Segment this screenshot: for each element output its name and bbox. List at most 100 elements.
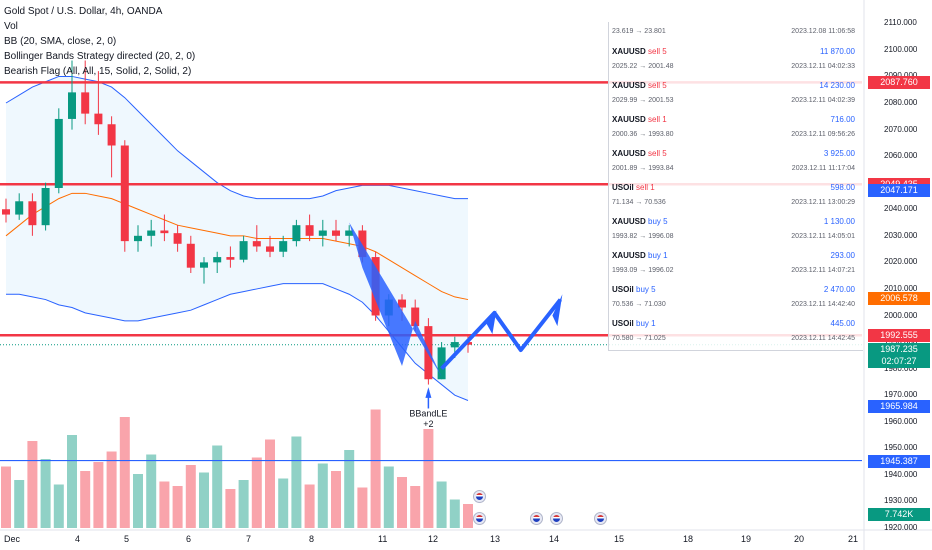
candle-body (107, 124, 116, 146)
trade-action: buy 5 (636, 285, 656, 294)
date-axis-tick: Dec (4, 534, 21, 544)
price-tag: 7.742K (868, 508, 930, 521)
trade-row[interactable]: XAUUSD sell 5 11 870.00 2025.22 → 2001.48 2… (609, 44, 863, 78)
projection-arrowhead (552, 294, 563, 327)
trade-row[interactable]: 23.619 → 23.801 2023.12.08 11:06:58 (609, 22, 863, 44)
candle-body (41, 188, 50, 226)
candle-body (15, 201, 24, 215)
trade-prices: 2000.36 → 1993.80 (612, 131, 674, 138)
trade-prices: 1993.82 → 1996.08 (612, 233, 674, 240)
volume-bar (423, 429, 434, 528)
price-tag: 02:07:27 (868, 355, 930, 369)
volume-bar (291, 436, 302, 528)
trade-time: 2023.12.11 14:07:21 (791, 267, 855, 274)
price-axis-tick: 2090.000 (884, 71, 917, 80)
volume-bar (14, 480, 25, 528)
trade-row[interactable]: USOil buy 5 2 470.00 70.536 → 71.030 2023.1… (609, 282, 863, 316)
trade-symbol: USOil buy 5 (612, 285, 656, 294)
date-axis-tick: 18 (683, 534, 694, 544)
trade-time: 2023.12.11 04:02:33 (791, 63, 855, 70)
volume-bar (212, 445, 223, 528)
trade-prices: 2025.22 → 2001.48 (612, 63, 674, 70)
candle-body (437, 347, 446, 380)
volume-bar (383, 466, 394, 528)
volume-bar (93, 462, 104, 528)
trade-prices: 70.536 → 71.030 (612, 301, 666, 308)
candle-body (450, 342, 459, 348)
volume-bar (317, 463, 328, 528)
date-axis-tick: 12 (428, 534, 439, 544)
trade-row[interactable]: USOil buy 1 445.00 70.580 → 71.025 2023.12.… (609, 316, 863, 350)
trade-action: buy 1 (636, 319, 656, 328)
economic-event-icon[interactable] (473, 490, 486, 503)
trade-row[interactable]: XAUUSD sell 5 3 925.00 2001.89 → 1993.84 20… (609, 146, 863, 180)
trade-prices: 1993.09 → 1996.02 (612, 267, 674, 274)
price-axis-tick: 1960.000 (884, 416, 918, 426)
price-axis-tick: 2010.000 (884, 283, 918, 293)
candle-body (68, 92, 76, 119)
volume-bar (119, 417, 130, 528)
volume-bar (159, 481, 170, 528)
volume-bar (199, 472, 209, 528)
date-axis-tick: 7 (246, 534, 252, 544)
trade-prices: 71.134 → 70.536 (612, 199, 666, 206)
flag-indicator-label[interactable]: Bearish Flag (All, All, 15, Solid, 2, So… (4, 66, 192, 77)
trade-action: sell 5 (648, 81, 667, 90)
volume-bar (265, 439, 275, 528)
candle-body (186, 243, 195, 268)
trade-prices: 2001.89 → 1993.84 (612, 165, 674, 172)
candle-body (2, 209, 10, 215)
economic-event-icon[interactable] (473, 512, 486, 525)
bb-indicator-label[interactable]: BB (20, SMA, close, 2, 0) (4, 36, 117, 47)
price-axis-tick: 2070.000 (884, 124, 918, 134)
trade-symbol: XAUUSD sell 1 (612, 115, 667, 124)
trade-action: sell 1 (648, 115, 667, 124)
candle-body (81, 92, 90, 114)
trade-row[interactable]: XAUUSD buy 1 293.00 1993.09 → 1996.02 2023.… (609, 248, 863, 282)
trade-amount: 716.00 (830, 115, 855, 124)
trade-row[interactable]: XAUUSD buy 5 1 130.00 1993.82 → 1996.08 202… (609, 214, 863, 248)
price-axis-tick: 1930.000 (884, 496, 918, 506)
date-axis-tick: 4 (75, 534, 81, 544)
trade-amount: 3 925.00 (823, 149, 855, 158)
candle-body (332, 230, 340, 236)
volume-bar (463, 504, 473, 528)
trade-amount: 14 230.00 (819, 81, 855, 90)
trade-row[interactable]: USOil sell 1 598.00 71.134 → 70.536 2023.12… (609, 180, 863, 214)
trade-time: 2023.12.11 13:00:29 (791, 199, 855, 206)
economic-event-icon[interactable] (550, 512, 563, 525)
trade-time: 2023.12.11 09:56:26 (791, 131, 855, 138)
price-axis-tick: 2110.000 (884, 18, 917, 28)
economic-event-icon[interactable] (530, 512, 543, 525)
trade-symbol: USOil buy 1 (612, 319, 656, 328)
economic-event-icon[interactable] (594, 512, 607, 525)
volume-bar (1, 466, 11, 528)
trade-row[interactable]: XAUUSD sell 1 716.00 2000.36 → 1993.80 2023… (609, 112, 863, 146)
volume-bar (146, 454, 157, 528)
signal-qty: +2 (423, 419, 433, 429)
vol-indicator-label[interactable]: Vol (4, 21, 18, 32)
candle-body (398, 299, 406, 308)
candle-body (28, 201, 37, 226)
trade-action: sell 5 (648, 47, 667, 56)
volume-bar (331, 471, 341, 528)
date-axis-tick: 6 (186, 534, 192, 544)
bearish-flag-pole (349, 222, 442, 377)
candle-body (318, 230, 327, 236)
symbol-title[interactable]: Gold Spot / U.S. Dollar, 4h, OANDA (4, 6, 163, 17)
volume-bar (106, 451, 117, 528)
date-axis-tick: 13 (490, 534, 501, 544)
date-axis-tick: 20 (794, 534, 805, 544)
trade-action: buy 1 (648, 251, 668, 260)
volume-bar (278, 478, 289, 528)
flag-arrowhead (486, 310, 497, 335)
trade-action: buy 5 (648, 217, 668, 226)
chart-legend: Gold Spot / U.S. Dollar, 4h, OANDA Vol B… (4, 4, 195, 79)
trade-time: 2023.12.08 11:06:58 (791, 28, 855, 35)
volume-bar (67, 435, 77, 528)
volume-bar (397, 477, 407, 528)
trade-row[interactable]: XAUUSD sell 5 14 230.00 2029.99 → 2001.53 2… (609, 78, 863, 112)
strategy-indicator-label[interactable]: Bollinger Bands Strategy directed (20, 2… (4, 51, 196, 62)
